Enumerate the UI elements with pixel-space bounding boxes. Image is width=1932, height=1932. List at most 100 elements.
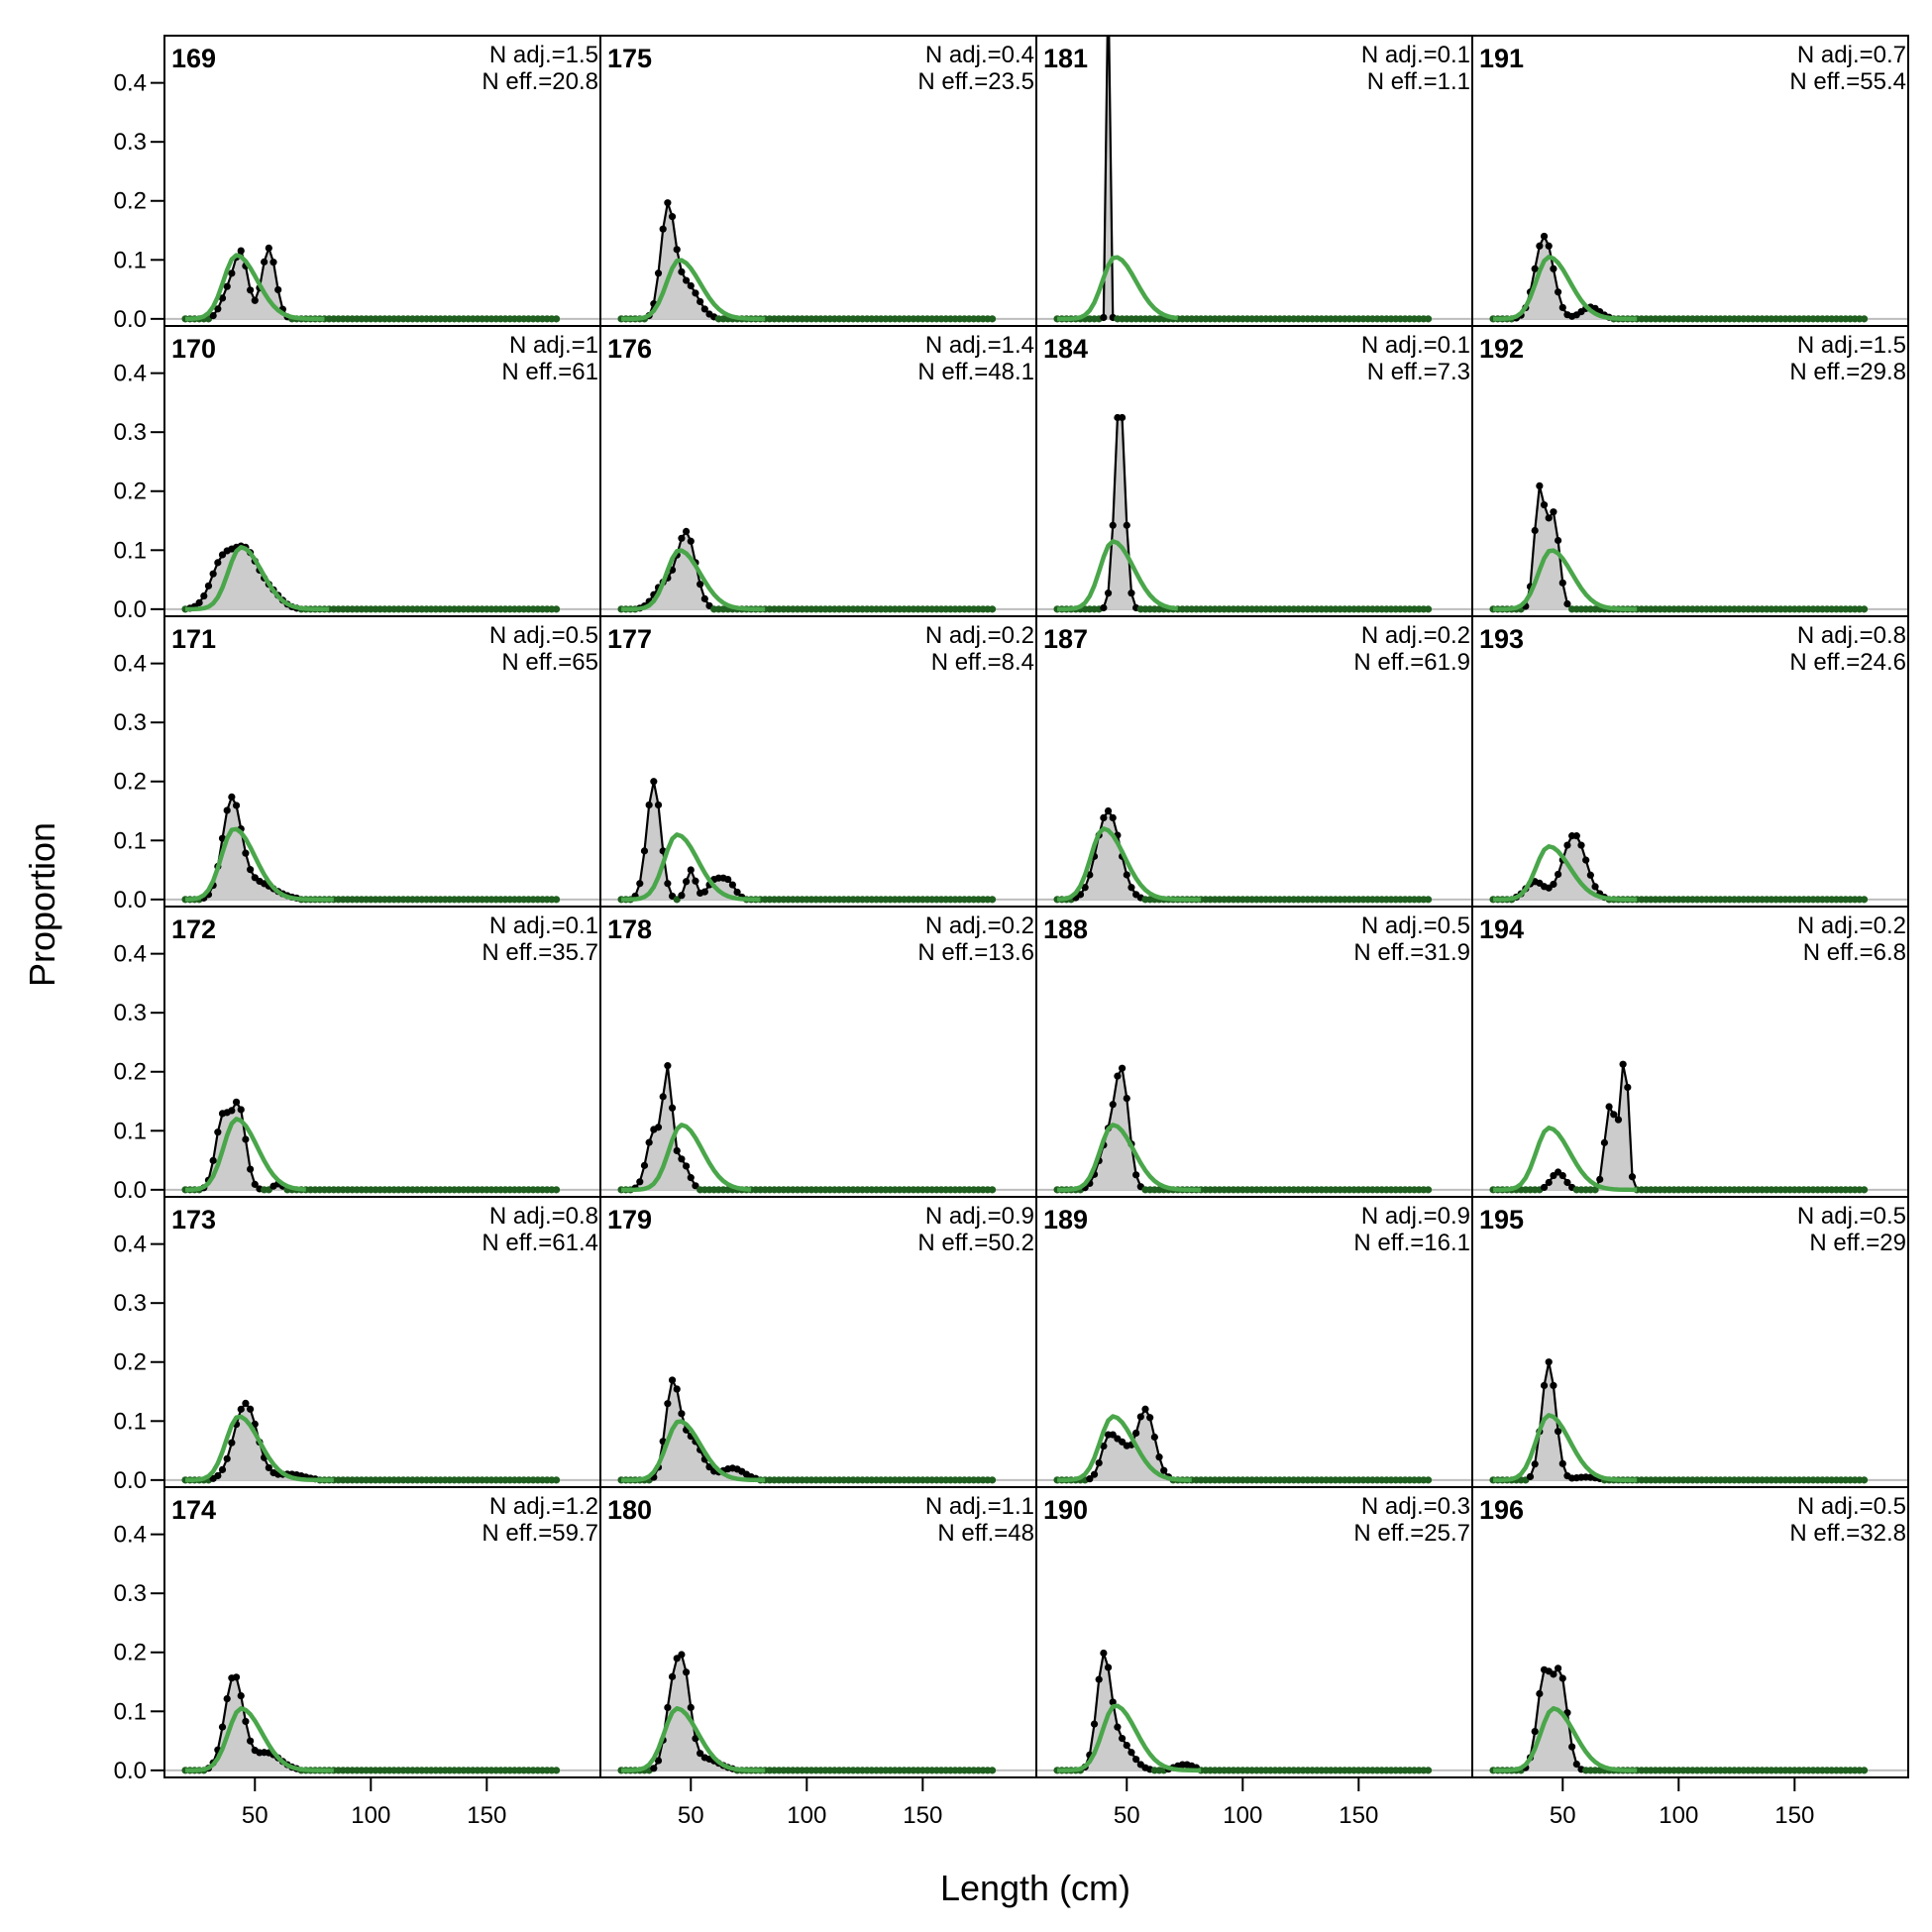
observed-point [200,591,208,600]
panel-n-adj: N adj.=0.2 [925,622,1034,649]
expected-line [1493,1413,1638,1483]
panel-180: 180 N adj.=1.1N eff.=48 [599,1486,1037,1778]
y-tick-label: 0.1 [114,827,147,854]
observed-point [687,866,695,874]
panel-n-adj: N adj.=0.1 [489,912,598,939]
panel-label: 195 [1479,1205,1524,1234]
panel-196: 196 N adj.=0.5N eff.=32.8 [1471,1486,1909,1778]
y-tick-label: 0.0 [114,1177,147,1204]
y-tick-label: 0.4 [114,941,147,968]
observed-point [1614,1116,1623,1124]
observed-point [650,778,658,786]
observed-point [1545,514,1553,522]
observed-point [678,1410,686,1418]
observed-point [1424,315,1433,323]
observed-point [668,1376,677,1384]
panel-n-adj: N adj.=0.2 [1797,912,1906,939]
observed-point [1550,1381,1557,1390]
observed-point [1100,603,1108,612]
expected-line [1057,255,1179,322]
x-tick-label: 50 [1550,1802,1576,1829]
y-tick-label: 0.3 [114,419,147,446]
panel-n-adj: N adj.=0.2 [1361,622,1470,649]
observed-point [1563,599,1571,608]
observed-area [621,781,993,900]
y-tick-label: 0.4 [114,1232,147,1258]
panel-n-eff: N eff.=6.8 [1803,939,1906,966]
panel-n-adj: N adj.=0.5 [489,622,598,649]
y-tick-label: 0.1 [114,537,147,564]
panel-plot-area [164,793,600,904]
observed-point [673,896,681,904]
observed-point [654,1757,663,1765]
x-tick-label: 150 [1774,1802,1814,1829]
observed-point [274,285,282,294]
observed-point [682,276,691,284]
panel-n-eff: N eff.=16.1 [1353,1230,1470,1256]
observed-point [251,1180,259,1188]
observed-point [1127,1749,1135,1757]
observed-point [1605,1103,1613,1111]
observed-area [185,797,557,900]
panel-n-eff: N eff.=25.7 [1353,1520,1470,1547]
expected-line [1056,826,1202,903]
panel-label: 190 [1043,1495,1088,1525]
observed-point [1118,413,1127,422]
observed-point [1132,1429,1140,1438]
panel-n-adj: N adj.=1 [509,332,598,359]
observed-point [218,294,227,302]
expected-line [1057,1414,1192,1483]
axes: 0.0 0.1 0.2 0.3 0.4 0.0 0.1 0.2 0.3 0.4 0.0 0.1 0.2 0… [114,70,1815,1829]
y-tick-label: 0.4 [114,361,147,387]
observed-point [733,888,741,897]
y-tick-label: 0.3 [114,1000,147,1026]
expected-line [621,1123,752,1193]
panel-188: 188 N adj.=0.5N eff.=31.9 [1035,906,1473,1198]
expected-line [1493,548,1638,612]
expected-line [1493,1706,1638,1773]
observed-point [1550,1670,1557,1678]
observed-point [988,1186,997,1194]
observed-point [1558,1171,1566,1180]
observed-point [692,877,699,885]
panel-plot-area [1036,1064,1472,1194]
observed-area [185,546,557,609]
observed-point [1860,1767,1869,1774]
observed-point [228,269,236,277]
y-tick-label: 0.0 [114,306,147,333]
observed-point [682,527,691,535]
observed-point [1123,871,1130,879]
observed-point [552,1476,561,1484]
panel-label: 176 [607,334,652,364]
observed-point [668,1672,677,1680]
observed-point [1545,242,1553,250]
panel-n-eff: N eff.=61.4 [482,1230,598,1256]
observed-point [1104,1664,1113,1671]
panel-n-adj: N adj.=0.8 [1797,622,1906,649]
observed-point [668,213,677,221]
panel-plot-area [164,542,600,613]
panel-n-adj: N adj.=0.5 [1361,912,1470,939]
x-axis-title: Length (cm) [940,1868,1130,1908]
observed-point [1540,500,1549,509]
observed-point [1132,1171,1140,1179]
observed-point [552,896,561,904]
observed-point [1136,1413,1144,1421]
panel-n-adj: N adj.=0.2 [925,912,1034,939]
observed-point [209,570,217,578]
y-tick-label: 0.3 [114,129,147,156]
x-tick-label: 50 [1114,1802,1140,1829]
panel-n-eff: N eff.=13.6 [917,939,1034,966]
observed-point [232,1673,241,1681]
panel-n-eff: N eff.=55.4 [1789,68,1906,95]
observed-point [1531,526,1539,535]
panel-plot-area [1472,232,1908,323]
observed-point [1591,1186,1599,1194]
observed-point [1109,1101,1117,1109]
y-tick-label: 0.0 [114,1758,147,1784]
observed-point [1104,590,1113,597]
panel-187: 187 N adj.=0.2N eff.=61.9 [1035,615,1473,908]
observed-point [1100,813,1108,821]
observed-point [1424,1186,1433,1194]
panel-n-adj: N adj.=1.5 [489,42,598,68]
